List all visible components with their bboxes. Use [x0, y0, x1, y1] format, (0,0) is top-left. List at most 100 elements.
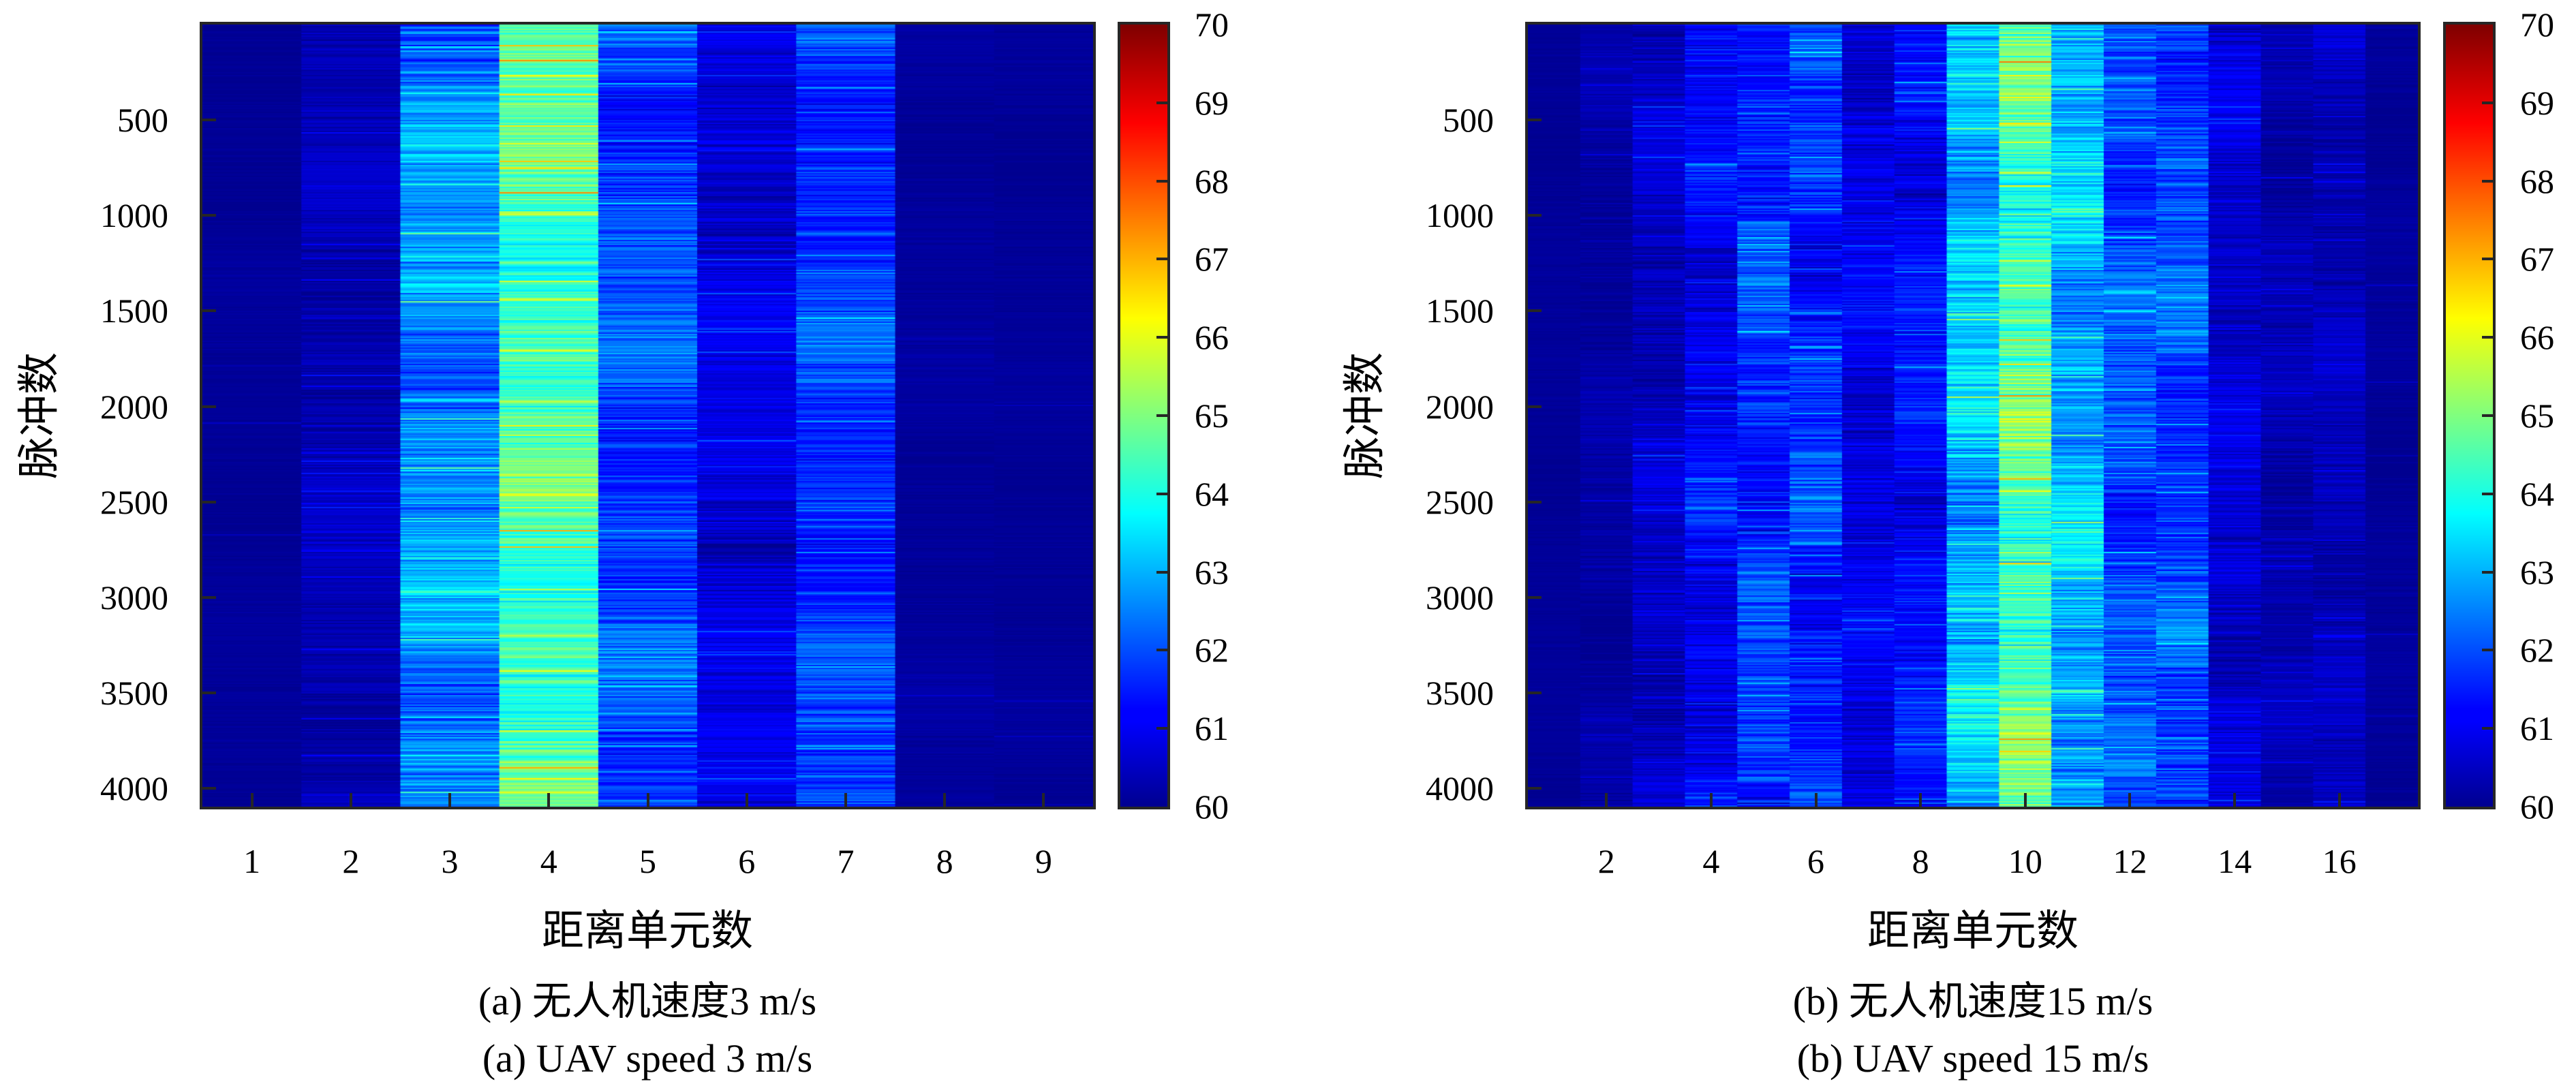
- y-tick-label-a: 4000: [100, 769, 168, 808]
- y-tick-mark-b: [1528, 405, 1542, 408]
- heatmap-canvas-a: [202, 25, 1093, 807]
- colorbar-tick-mark-a: [1156, 179, 1167, 183]
- colorbar-tick-mark-a: [1156, 101, 1167, 104]
- x-tick-label-b: 4: [1702, 842, 1720, 880]
- x-tick-label-a: 4: [540, 842, 557, 880]
- colorbar-tick-label-b: 60: [2520, 788, 2554, 826]
- x-tick-label-b: 10: [2008, 842, 2042, 880]
- colorbar-tick-mark-b: [2482, 492, 2493, 495]
- y-tick-label-b: 3000: [1426, 578, 1494, 617]
- caption-en-a: (a) UAV speed 3 m/s: [482, 1036, 813, 1081]
- y-tick-mark-a: [202, 405, 216, 408]
- x-tick-mark-a: [646, 793, 649, 807]
- y-tick-mark-a: [202, 500, 216, 503]
- colorbar-tick-mark-a: [1156, 492, 1167, 495]
- y-tick-mark-a: [202, 309, 216, 313]
- x-tick-mark-b: [2233, 793, 2237, 807]
- y-tick-mark-a: [202, 787, 216, 790]
- colorbar-tick-mark-a: [1156, 570, 1167, 574]
- colorbar-tick-label-b: 63: [2520, 553, 2554, 591]
- y-tick-label-b: 500: [1443, 101, 1494, 140]
- colorbar-tick-label-a: 66: [1195, 318, 1229, 357]
- y-tick-label-b: 4000: [1426, 769, 1494, 808]
- colorbar-tick-mark-b: [2482, 414, 2493, 417]
- caption-zh-b: (b) 无人机速度15 m/s: [1792, 979, 2153, 1023]
- x-tick-mark-a: [844, 793, 847, 807]
- colorbar-tick-mark-b: [2482, 649, 2493, 652]
- x-tick-mark-a: [943, 793, 947, 807]
- y-tick-label-b: 2000: [1426, 387, 1494, 426]
- y-tick-mark-b: [1528, 214, 1542, 217]
- y-tick-label-a: 500: [117, 101, 168, 140]
- heatmap-canvas-b: [1528, 25, 2418, 807]
- x-tick-label-a: 7: [837, 842, 855, 880]
- y-tick-mark-b: [1528, 500, 1542, 503]
- y-tick-mark-b: [1528, 119, 1542, 122]
- x-tick-mark-b: [2023, 793, 2027, 807]
- colorbar-tick-label-b: 69: [2520, 83, 2554, 122]
- y-tick-mark-b: [1528, 309, 1542, 313]
- y-tick-mark-a: [202, 691, 216, 694]
- colorbar-tick-mark-b: [2482, 570, 2493, 574]
- x-tick-label-b: 12: [2113, 842, 2147, 880]
- x-tick-mark-b: [1709, 793, 1713, 807]
- x-tick-mark-b: [2128, 793, 2132, 807]
- x-tick-mark-b: [2337, 793, 2341, 807]
- colorbar-tick-mark-b: [2482, 727, 2493, 730]
- colorbar-tick-label-b: 67: [2520, 240, 2554, 279]
- caption-zh-a: (a) 无人机速度3 m/s: [478, 979, 817, 1023]
- x-tick-label-a: 9: [1034, 842, 1052, 880]
- colorbar-tick-label-a: 69: [1195, 83, 1229, 122]
- colorbar-tick-label-b: 68: [2520, 161, 2554, 200]
- y-tick-label-a: 3500: [100, 673, 168, 712]
- colorbar-tick-mark-a: [1156, 649, 1167, 652]
- x-tick-mark-a: [547, 793, 551, 807]
- x-tick-mark-b: [1605, 793, 1608, 807]
- y-tick-mark-b: [1528, 595, 1542, 599]
- y-tick-mark-a: [202, 214, 216, 217]
- colorbar-tick-label-b: 66: [2520, 318, 2554, 357]
- colorbar-tick-mark-b: [2482, 101, 2493, 104]
- x-tick-label-b: 16: [2322, 842, 2357, 880]
- colorbar-tick-mark-b: [2482, 336, 2493, 339]
- y-tick-mark-a: [202, 595, 216, 599]
- x-tick-label-b: 2: [1597, 842, 1615, 880]
- x-tick-label-b: 8: [1912, 842, 1929, 880]
- y-tick-label-a: 2000: [100, 387, 168, 426]
- y-tick-label-b: 1500: [1426, 292, 1494, 330]
- colorbar-tick-label-a: 68: [1195, 161, 1229, 200]
- colorbar-tick-label-b: 70: [2520, 5, 2554, 44]
- x-tick-mark-a: [448, 793, 452, 807]
- x-tick-label-a: 6: [738, 842, 756, 880]
- y-tick-mark-b: [1528, 787, 1542, 790]
- y-tick-label-a: 1000: [100, 196, 168, 235]
- x-tick-label-a: 1: [243, 842, 261, 880]
- x-tick-label-b: 6: [1807, 842, 1825, 880]
- x-tick-mark-b: [1919, 793, 1922, 807]
- x-tick-mark-a: [745, 793, 748, 807]
- y-tick-label-b: 2500: [1426, 482, 1494, 521]
- x-tick-label-b: 14: [2218, 842, 2252, 880]
- colorbar-tick-label-b: 64: [2520, 474, 2554, 513]
- colorbar-tick-label-a: 64: [1195, 474, 1229, 513]
- y-tick-label-a: 2500: [100, 482, 168, 521]
- colorbar-tick-label-a: 60: [1195, 788, 1229, 826]
- colorbar-tick-label-a: 63: [1195, 553, 1229, 591]
- x-tick-label-a: 3: [441, 842, 459, 880]
- x-tick-label-a: 5: [639, 842, 656, 880]
- colorbar-tick-label-a: 67: [1195, 240, 1229, 279]
- x-tick-mark-a: [250, 793, 254, 807]
- colorbar-tick-mark-a: [1156, 336, 1167, 339]
- y-tick-mark-a: [202, 119, 216, 122]
- y-tick-label-a: 1500: [100, 292, 168, 330]
- x-tick-mark-a: [349, 793, 352, 807]
- y-tick-label-b: 3500: [1426, 673, 1494, 712]
- x-tick-mark-a: [1042, 793, 1045, 807]
- colorbar-tick-label-a: 62: [1195, 631, 1229, 670]
- colorbar-tick-label-a: 65: [1195, 397, 1229, 435]
- x-tick-mark-b: [1814, 793, 1818, 807]
- colorbar-tick-mark-a: [1156, 414, 1167, 417]
- colorbar-tick-mark-b: [2482, 179, 2493, 183]
- y-tick-mark-b: [1528, 691, 1542, 694]
